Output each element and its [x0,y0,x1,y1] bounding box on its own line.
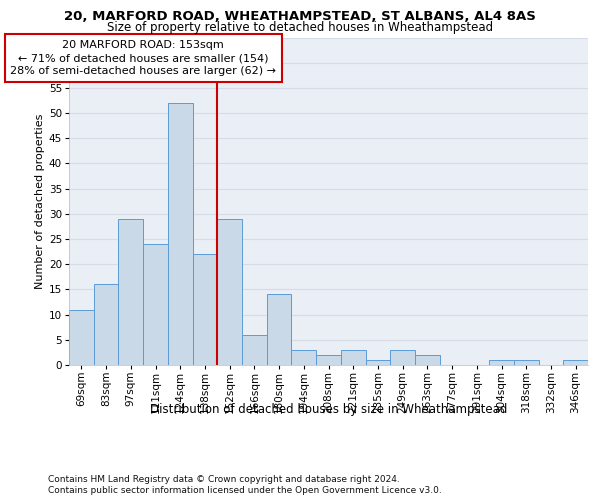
Text: 20, MARFORD ROAD, WHEATHAMPSTEAD, ST ALBANS, AL4 8AS: 20, MARFORD ROAD, WHEATHAMPSTEAD, ST ALB… [64,10,536,23]
Y-axis label: Number of detached properties: Number of detached properties [35,114,44,289]
Bar [193,254,217,365]
Bar [489,360,514,365]
Text: Contains public sector information licensed under the Open Government Licence v3: Contains public sector information licen… [48,486,442,495]
Bar [69,310,94,365]
Bar [514,360,539,365]
Bar [267,294,292,365]
Bar [217,219,242,365]
Bar [390,350,415,365]
Bar [242,335,267,365]
Text: 20 MARFORD ROAD: 153sqm
← 71% of detached houses are smaller (154)
28% of semi-d: 20 MARFORD ROAD: 153sqm ← 71% of detache… [10,40,276,76]
Bar [94,284,118,365]
Text: Contains HM Land Registry data © Crown copyright and database right 2024.: Contains HM Land Registry data © Crown c… [48,475,400,484]
Bar [168,103,193,365]
Text: Size of property relative to detached houses in Wheathampstead: Size of property relative to detached ho… [107,21,493,34]
Bar [415,355,440,365]
Bar [143,244,168,365]
Bar [118,219,143,365]
Bar [341,350,365,365]
Bar [292,350,316,365]
Bar [365,360,390,365]
Bar [563,360,588,365]
Bar [316,355,341,365]
Text: Distribution of detached houses by size in Wheathampstead: Distribution of detached houses by size … [150,402,508,415]
